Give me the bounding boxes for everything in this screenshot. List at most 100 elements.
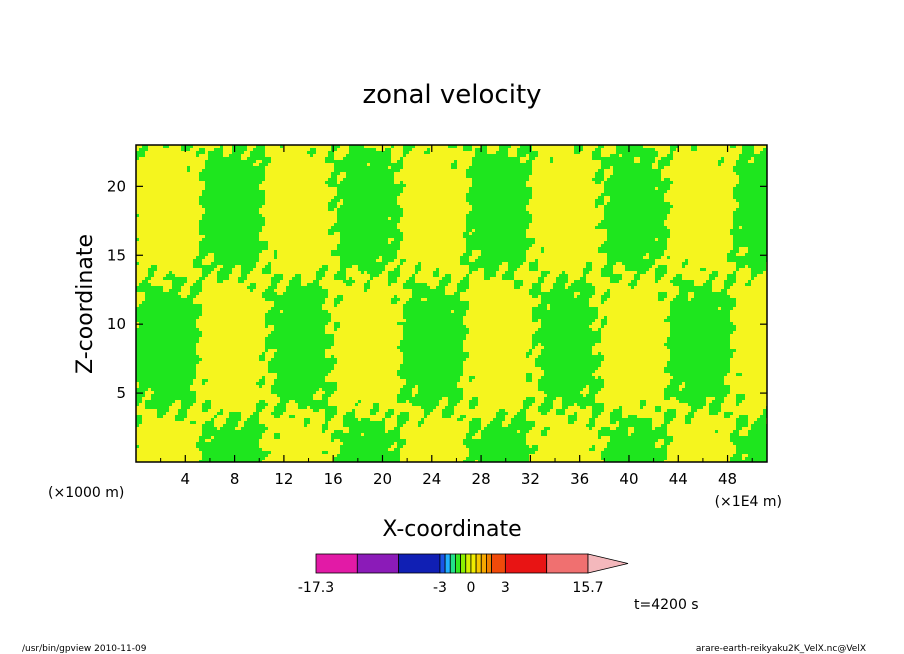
field-cell-positive [460,238,463,241]
field-cell-positive [154,184,157,187]
field-cell-positive [274,205,277,208]
field-cell-positive [175,193,178,196]
field-cell-positive [574,175,577,178]
field-cell-positive [442,268,445,271]
field-cell-positive [526,262,529,265]
field-cell-positive [448,178,451,181]
field-cell-positive [562,166,565,169]
field-cell-positive [280,202,283,205]
field-cell-positive [556,262,559,265]
field-cell-positive [562,175,565,178]
field-cell-positive [715,160,718,163]
field-cell-positive [268,214,271,217]
field-cell-positive [724,166,727,169]
field-cell-positive [319,226,322,229]
field-cell-positive [427,244,430,247]
field-cell-positive [334,217,337,220]
field-cell-positive [193,187,196,190]
field-cell-positive [682,241,685,244]
field-cell-positive [328,268,331,271]
field-cell-positive [205,148,208,151]
field-cell-positive [682,235,685,238]
field-cell-positive [580,205,583,208]
field-cell-positive [298,199,301,202]
field-cell-positive [172,184,175,187]
field-cell-positive [397,151,400,154]
field-cell-positive [322,199,325,202]
field-cell-positive [541,190,544,193]
field-cell-positive [175,256,178,259]
field-cell-positive [172,190,175,193]
field-cell-positive [538,193,541,196]
field-cell-positive [448,214,451,217]
field-cell-positive [304,220,307,223]
field-cell-positive [292,157,295,160]
field-cell-positive [574,160,577,163]
field-cell-positive [427,250,430,253]
field-cell-positive [166,211,169,214]
field-cell-positive [667,259,670,262]
field-cell-positive [400,253,403,256]
field-cell-positive [670,211,673,214]
field-cell-positive [733,154,736,157]
field-cell-positive [568,202,571,205]
field-cell-positive [172,202,175,205]
field-cell-positive [169,247,172,250]
field-cell-positive [313,259,316,262]
field-cell-positive [670,160,673,163]
field-cell-positive [259,232,262,235]
field-cell-positive [268,202,271,205]
field-cell-positive [406,253,409,256]
field-cell-positive [412,214,415,217]
field-cell-positive [136,190,139,193]
field-cell-positive [433,250,436,253]
field-cell-positive [550,202,553,205]
field-cell-positive [709,166,712,169]
field-cell-positive [571,196,574,199]
field-cell-positive [598,220,601,223]
field-cell-positive [433,220,436,223]
field-cell-positive [424,193,427,196]
field-cell-positive [457,193,460,196]
field-cell-positive [265,166,268,169]
field-cell-positive [442,205,445,208]
field-cell-positive [193,178,196,181]
field-cell-positive [583,199,586,202]
field-cell-positive [682,172,685,175]
field-cell-positive [415,193,418,196]
field-cell-positive [166,250,169,253]
field-cell-positive [316,259,319,262]
field-cell-positive [457,262,460,265]
field-cell-positive [544,232,547,235]
field-cell-positive [184,163,187,166]
field-cell-positive [472,229,475,232]
field-cell-positive [427,241,430,244]
field-cell-positive [715,157,718,160]
field-cell-positive [292,241,295,244]
field-cell-positive [271,268,274,271]
field-cell-positive [298,214,301,217]
field-cell-positive [319,205,322,208]
field-cell-positive [286,199,289,202]
field-cell-positive [724,211,727,214]
field-cell-positive [700,220,703,223]
field-cell-positive [181,205,184,208]
field-cell-positive [580,259,583,262]
field-cell-positive [343,151,346,154]
field-cell-positive [424,154,427,157]
field-cell-positive [724,163,727,166]
field-cell-positive [304,193,307,196]
field-cell-positive [691,190,694,193]
field-cell-positive [505,265,508,268]
field-cell-positive [460,184,463,187]
field-cell-positive [706,235,709,238]
field-cell-positive [436,211,439,214]
field-cell-positive [679,196,682,199]
field-cell-positive [319,214,322,217]
field-cell-positive [403,220,406,223]
field-cell-positive [277,256,280,259]
field-cell-positive [445,175,448,178]
field-cell-positive [172,253,175,256]
field-cell-positive [184,217,187,220]
field-cell-positive [715,172,718,175]
